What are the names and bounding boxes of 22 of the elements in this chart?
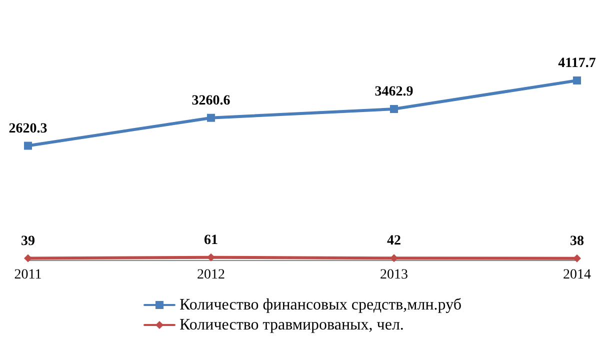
x-tick-label: 2013 — [380, 268, 408, 282]
point — [573, 254, 581, 262]
data-label: 3462.9 — [374, 84, 414, 100]
data-label: 4117.7 — [558, 56, 596, 71]
point — [207, 253, 215, 262]
x-tick-label: 2011 — [14, 268, 42, 282]
point — [24, 254, 32, 262]
point — [390, 254, 398, 262]
x-tick-label: 2014 — [563, 268, 591, 282]
point — [390, 105, 398, 114]
point — [24, 142, 32, 150]
data-label: 39 — [21, 234, 35, 249]
point — [207, 114, 215, 122]
data-label: 2620.3 — [8, 121, 48, 136]
data-label: 42 — [387, 234, 401, 249]
legend-label: Количество финансовых средств,млн.руб — [179, 296, 462, 314]
point — [573, 76, 581, 84]
x-tick-label: 2012 — [197, 268, 225, 282]
data-label: 61 — [204, 232, 218, 248]
data-label: 3260.6 — [192, 93, 230, 108]
data-label: 38 — [570, 234, 584, 249]
legend-label: Количество травмированых, чел. — [179, 316, 404, 334]
